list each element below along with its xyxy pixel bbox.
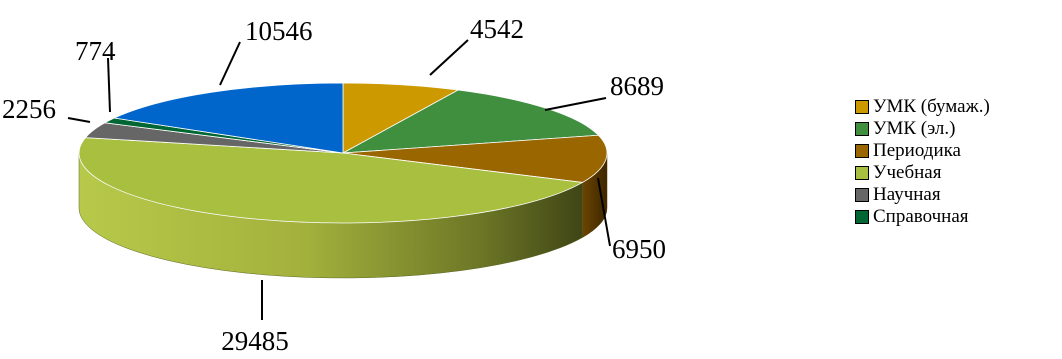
pie-slice [78, 137, 584, 224]
legend-label: Периодика [873, 140, 961, 161]
data-label: 10546 [245, 16, 313, 46]
legend-swatch [855, 144, 869, 158]
pie-slice [342, 82, 460, 154]
legend-swatch [855, 210, 869, 224]
legend-item-periodicals: Периодика [855, 140, 990, 162]
legend-item-umk-electronic: УМК (эл.) [855, 118, 990, 140]
leader-line [219, 41, 241, 86]
legend-label: УМК (бумаж.) [873, 96, 990, 117]
data-label: 8689 [610, 71, 664, 101]
data-label: 2256 [2, 94, 56, 124]
pie-slice [112, 82, 344, 154]
leader-line [429, 39, 469, 76]
data-label: 6950 [612, 234, 666, 264]
leader-line [107, 57, 111, 113]
legend-swatch [855, 100, 869, 114]
data-label: 4542 [470, 14, 524, 44]
legend-swatch [855, 188, 869, 202]
leader-line [544, 97, 607, 111]
legend-label: УМК (эл.) [873, 118, 956, 139]
pie-slice [342, 134, 608, 183]
legend-label: Справочная [873, 206, 969, 227]
legend-item-umk-paper: УМК (бумаж.) [855, 96, 990, 118]
legend-item-educational: Учебная [855, 162, 990, 184]
data-label: 774 [75, 36, 116, 66]
legend-label: Научная [873, 184, 941, 205]
leader-line [67, 117, 91, 123]
legend-item-reference: Справочная [855, 206, 990, 228]
legend-swatch [855, 122, 869, 136]
legend: УМК (бумаж.) УМК (эл.) Периодика Учебная… [855, 96, 990, 228]
data-label: 29485 [221, 326, 289, 356]
legend-item-scientific: Научная [855, 184, 990, 206]
legend-swatch [855, 166, 869, 180]
pie-slice [342, 89, 600, 154]
leader-line [597, 177, 611, 247]
legend-label: Учебная [873, 162, 942, 183]
